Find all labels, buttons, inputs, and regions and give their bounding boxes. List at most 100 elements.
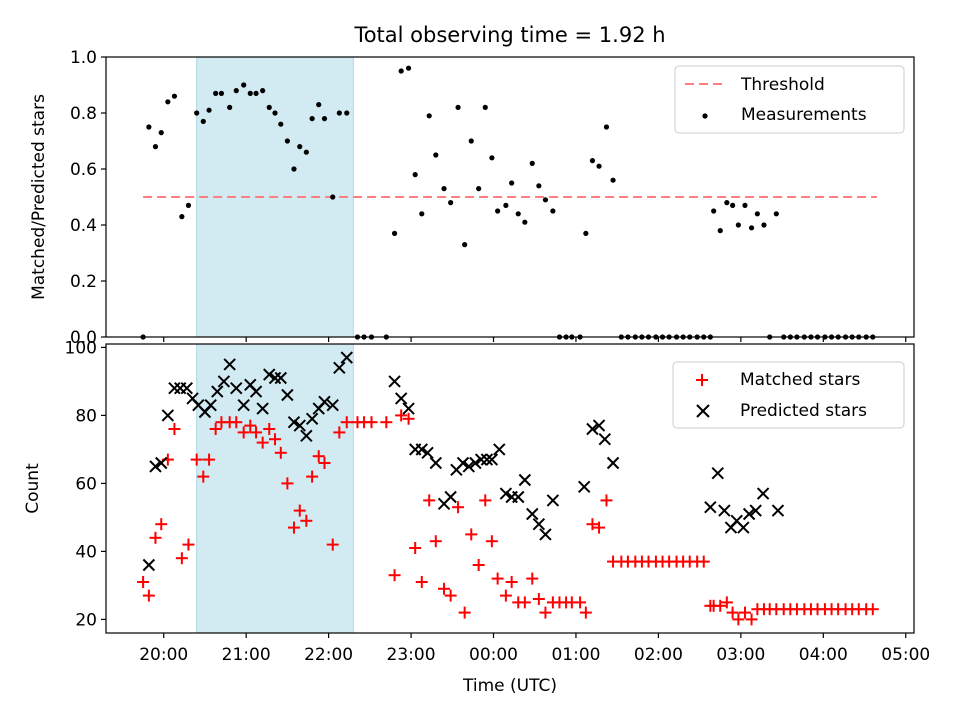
measurement-point bbox=[316, 102, 322, 108]
matched-star-point bbox=[866, 603, 879, 616]
predicted-star-point bbox=[704, 500, 717, 514]
matched-star-point bbox=[526, 572, 539, 585]
measurement-point bbox=[748, 225, 755, 231]
predicted-star-point bbox=[149, 460, 162, 473]
measurement-point bbox=[185, 202, 192, 208]
predicted-star-point bbox=[493, 443, 506, 456]
top-legend-box bbox=[674, 65, 905, 134]
matched-star-point bbox=[732, 613, 745, 626]
predicted-star-point bbox=[249, 385, 263, 398]
measurement-point bbox=[284, 138, 290, 144]
bottom-y-axis-label: Count bbox=[23, 463, 43, 514]
matched-star-point bbox=[395, 409, 408, 422]
predicted-star-point bbox=[161, 409, 175, 422]
matched-star-point bbox=[209, 423, 222, 435]
predicted-star-point bbox=[263, 368, 276, 381]
predicted-star-point bbox=[429, 456, 443, 470]
measurement-point bbox=[206, 107, 212, 113]
y-tick-label: 0.6 bbox=[70, 160, 97, 180]
predicted-star-point bbox=[268, 371, 282, 385]
x-tick-label: 20:00 bbox=[139, 645, 188, 665]
matched-star-point bbox=[415, 576, 428, 588]
matched-star-point bbox=[274, 446, 287, 459]
top-axes-frame bbox=[105, 56, 915, 338]
predicted-star-point bbox=[749, 504, 762, 517]
predicted-star-point bbox=[499, 487, 513, 500]
predicted-star-point bbox=[485, 453, 499, 466]
predicted-star-point bbox=[274, 371, 287, 385]
measurement-point bbox=[529, 160, 535, 166]
measurement-point bbox=[522, 219, 528, 225]
matched-star-point bbox=[738, 606, 751, 619]
measurement-point bbox=[603, 124, 610, 130]
measurement-point bbox=[152, 144, 159, 150]
top-y-axis-label: Matched/Predicted stars bbox=[29, 94, 49, 300]
measurement-point bbox=[773, 211, 779, 217]
matched-star-point bbox=[149, 531, 162, 544]
measurement-point bbox=[165, 99, 171, 105]
matched-star-point bbox=[365, 416, 378, 429]
legend-predicted-swatch bbox=[696, 404, 710, 418]
measurement-point bbox=[233, 88, 239, 94]
measurement-point bbox=[297, 144, 303, 150]
measurement-point bbox=[426, 113, 432, 119]
matched-star-point bbox=[190, 453, 203, 466]
predicted-star-point bbox=[230, 381, 243, 395]
predicted-star-point bbox=[526, 507, 539, 521]
measurement-point bbox=[735, 222, 741, 228]
predicted-star-point bbox=[180, 381, 194, 395]
measurement-point bbox=[391, 230, 398, 236]
y-tick-label: 1.0 bbox=[70, 48, 97, 68]
matched-star-point bbox=[714, 599, 727, 612]
predicted-star-point bbox=[204, 398, 217, 412]
matched-star-point bbox=[340, 416, 353, 429]
matched-star-point bbox=[593, 521, 606, 534]
measurement-point bbox=[515, 211, 521, 217]
measurement-point bbox=[610, 177, 616, 183]
legend-threshold-label: Threshold bbox=[740, 75, 825, 95]
predicted-star-point bbox=[598, 432, 612, 446]
measurement-point bbox=[309, 116, 315, 122]
matched-star-point bbox=[182, 538, 195, 551]
predicted-star-point bbox=[718, 504, 731, 517]
measurement-point bbox=[455, 104, 461, 110]
matched-star-point bbox=[306, 470, 319, 483]
matched-star-point bbox=[287, 521, 300, 534]
matched-star-point bbox=[697, 555, 710, 568]
measurement-point bbox=[171, 93, 178, 99]
bottom-axes-frame bbox=[105, 343, 915, 634]
y-tick-label: 0.8 bbox=[70, 104, 97, 124]
measurement-point bbox=[278, 121, 284, 127]
measurement-point bbox=[711, 208, 717, 214]
predicted-star-point bbox=[211, 385, 224, 398]
predicted-star-point bbox=[480, 453, 494, 466]
x-axis-label: Time (UTC) bbox=[462, 676, 557, 696]
x-tick-label: 03:00 bbox=[716, 645, 765, 665]
measurement-point bbox=[291, 166, 297, 172]
predicted-star-point bbox=[512, 490, 525, 504]
matched-star-point bbox=[137, 576, 150, 588]
matched-star-point bbox=[479, 494, 492, 507]
measurement-point bbox=[724, 200, 730, 206]
matched-star-point bbox=[518, 596, 531, 609]
predicted-star-point bbox=[462, 460, 475, 473]
measurement-point bbox=[476, 186, 482, 192]
matched-star-point bbox=[281, 477, 294, 490]
measurement-point bbox=[462, 242, 468, 248]
x-tick-label: 23:00 bbox=[387, 645, 436, 665]
predicted-star-point bbox=[326, 398, 339, 412]
matched-star-point bbox=[574, 596, 587, 609]
predicted-star-point bbox=[546, 494, 560, 507]
measurement-point bbox=[536, 183, 542, 189]
top-x-axis-ticks bbox=[163, 337, 907, 342]
y-tick-label: 0.0 bbox=[70, 328, 97, 348]
y-tick-label: 40 bbox=[75, 542, 97, 562]
measurement-point bbox=[260, 88, 266, 94]
matched-star-point bbox=[197, 470, 210, 483]
predicted-star-point bbox=[287, 415, 301, 429]
matched-star-point bbox=[300, 514, 313, 527]
matched-star-point bbox=[745, 613, 758, 626]
predicted-star-point bbox=[394, 392, 408, 405]
measurement-point bbox=[583, 230, 589, 236]
